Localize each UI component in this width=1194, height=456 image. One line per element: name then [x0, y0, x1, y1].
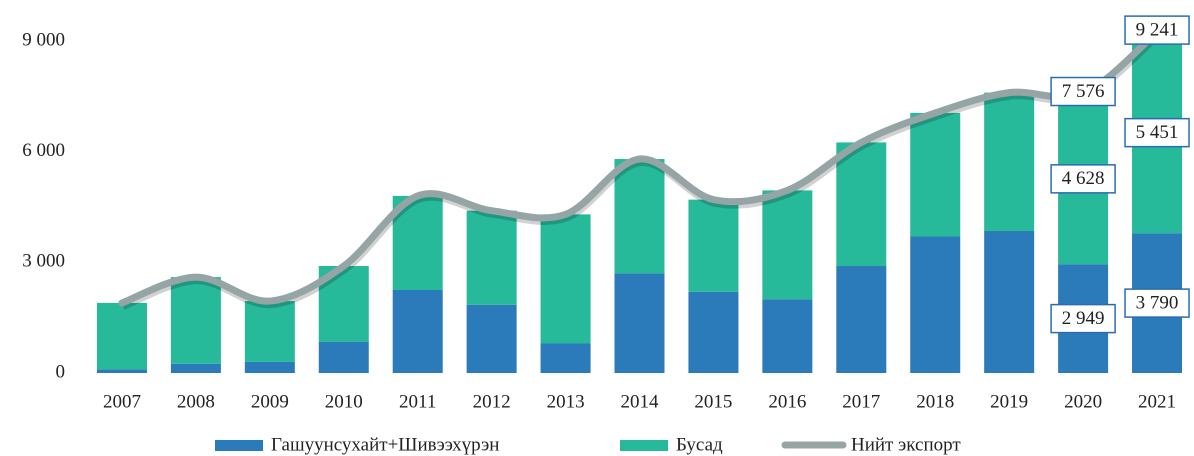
bar: [540, 343, 591, 373]
bar: [614, 159, 665, 274]
y-tick-label: 0: [56, 361, 66, 382]
bar: [688, 199, 739, 292]
y-tick-label: 6 000: [22, 140, 65, 161]
legend-swatch: [620, 440, 668, 451]
bar: [466, 304, 517, 373]
bar: [244, 301, 295, 362]
data-label-box: [1050, 164, 1116, 194]
bar: [96, 369, 147, 373]
data-label-box: [1124, 288, 1190, 318]
bar: [96, 302, 147, 370]
data-label-box: [1124, 117, 1190, 148]
bar: [762, 190, 813, 300]
bar: [762, 299, 813, 373]
data-label: 4 628: [1062, 168, 1105, 189]
data-label-box: [1050, 76, 1116, 107]
x-tick-label: 2010: [325, 391, 363, 412]
x-tick-label: 2021: [1138, 391, 1176, 412]
x-tick-label: 2012: [473, 391, 511, 412]
legend-label: Гашуунсухайт+Шивээхүрэн: [271, 434, 499, 455]
x-tick-label: 2008: [177, 391, 215, 412]
bar: [318, 341, 369, 373]
legend-label: Бусад: [676, 434, 723, 455]
legend-swatch: [215, 440, 263, 451]
bar: [170, 363, 221, 373]
bar: [392, 290, 443, 373]
bar: [984, 230, 1035, 373]
data-label: 3 790: [1136, 292, 1179, 313]
x-tick-label: 2015: [694, 391, 732, 412]
bar: [170, 277, 221, 364]
y-tick-label: 3 000: [22, 251, 65, 272]
data-label: 7 576: [1062, 81, 1105, 102]
bar: [466, 210, 517, 305]
data-label: 5 451: [1136, 122, 1179, 143]
x-tick-label: 2014: [621, 391, 660, 412]
x-tick-label: 2007: [103, 391, 141, 412]
bar: [984, 92, 1035, 231]
x-tick-label: 2009: [251, 391, 289, 412]
bar: [244, 361, 295, 373]
legend-label: Нийт экспорт: [851, 434, 961, 455]
x-tick-label: 2011: [399, 391, 436, 412]
bar: [540, 214, 591, 344]
x-tick-label: 2016: [768, 391, 806, 412]
data-label: 9 241: [1136, 19, 1179, 40]
bar: [614, 273, 665, 373]
data-label-box: [1050, 303, 1116, 334]
bar: [836, 142, 887, 267]
bar: [910, 112, 961, 237]
data-label-box: [1124, 15, 1190, 45]
x-tick-label: 2020: [1064, 391, 1102, 412]
y-tick-label: 9 000: [22, 29, 65, 50]
bar: [836, 266, 887, 373]
x-tick-label: 2017: [842, 391, 880, 412]
x-tick-label: 2013: [547, 391, 585, 412]
data-label: 2 949: [1062, 308, 1105, 329]
bar: [392, 195, 443, 290]
line: [118, 28, 1161, 307]
x-tick-label: 2019: [990, 391, 1028, 412]
bar: [688, 291, 739, 373]
bar: [910, 236, 961, 373]
x-tick-label: 2018: [916, 391, 954, 412]
